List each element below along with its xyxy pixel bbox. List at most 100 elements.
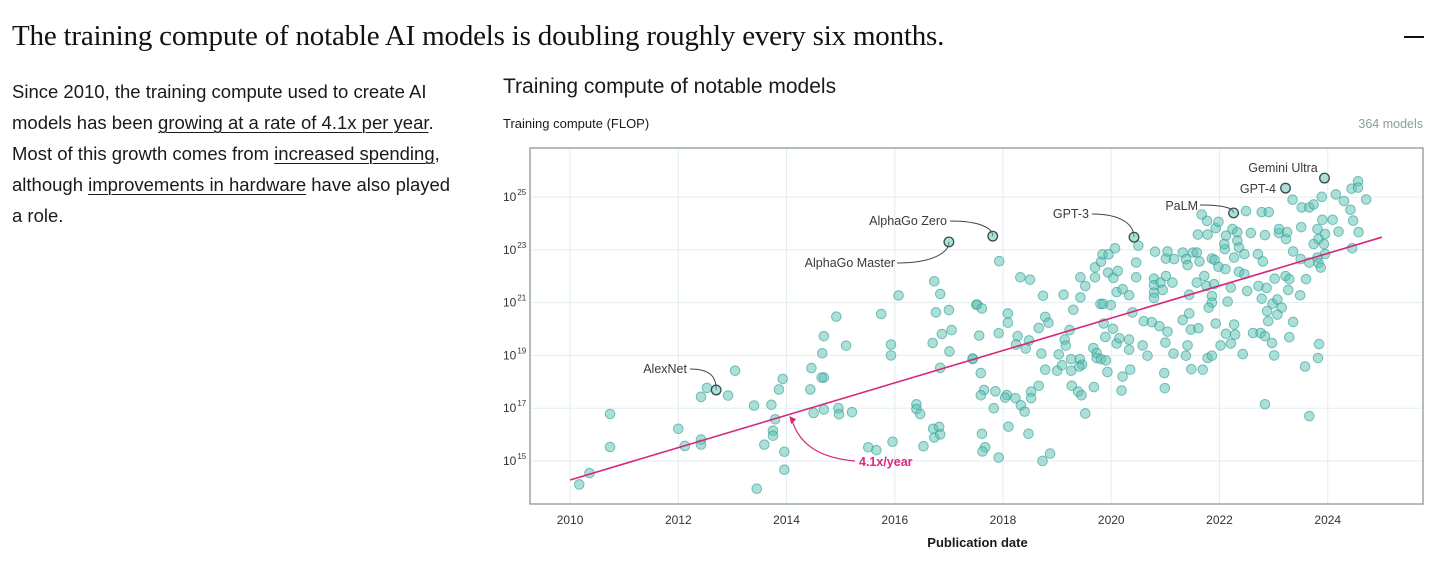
text-segment: , although <box>12 143 440 195</box>
data-point <box>1089 272 1101 283</box>
data-point <box>1076 389 1087 401</box>
data-point <box>751 483 763 494</box>
text-segment: Since 2010, the training compute used to… <box>12 81 427 133</box>
data-point <box>748 400 760 411</box>
data-point <box>1074 361 1085 372</box>
highlighted-point <box>1280 182 1291 194</box>
data-point <box>875 308 887 320</box>
data-point <box>1299 361 1311 372</box>
data-point <box>1203 302 1214 313</box>
data-point <box>1268 350 1280 361</box>
trend-arrow <box>791 420 856 462</box>
data-point <box>1206 350 1218 361</box>
data-point <box>1044 448 1056 459</box>
annotation-label: GPT-3 <box>1053 207 1089 221</box>
annotation-label: GPT-4 <box>1240 182 1276 196</box>
data-point <box>1269 273 1281 284</box>
data-point <box>1312 352 1324 364</box>
minus-icon[interactable] <box>1404 36 1424 38</box>
data-point <box>695 391 707 403</box>
data-point <box>1003 421 1014 432</box>
data-point <box>1191 277 1203 288</box>
data-point <box>1010 392 1021 404</box>
data-point <box>1133 240 1144 251</box>
x-tick-label: 2010 <box>557 513 584 527</box>
data-point <box>806 362 817 374</box>
data-point <box>936 328 948 340</box>
data-point <box>1333 226 1344 237</box>
data-point <box>1154 320 1165 332</box>
data-point <box>988 402 1000 414</box>
data-point <box>1102 366 1113 378</box>
trend-line <box>569 236 1383 481</box>
x-axis-label: Publication date <box>927 535 1027 550</box>
data-point <box>1263 206 1275 218</box>
data-point <box>1213 216 1224 228</box>
data-point <box>1256 293 1268 304</box>
data-point <box>1284 273 1295 285</box>
data-point <box>977 446 988 457</box>
annotation-label: AlexNet <box>643 362 687 376</box>
data-point <box>1123 344 1135 355</box>
data-point <box>1252 248 1264 260</box>
data-point <box>1043 317 1054 329</box>
data-point <box>1345 204 1356 216</box>
data-point <box>1245 227 1257 239</box>
highlighted-point <box>710 384 722 396</box>
data-point <box>1114 332 1125 344</box>
data-point <box>1142 350 1153 361</box>
data-point <box>1219 238 1230 250</box>
data-point <box>1347 215 1359 226</box>
data-point <box>1124 364 1136 375</box>
data-point <box>831 311 842 322</box>
link-increased-spending[interactable]: increased spending <box>274 143 435 164</box>
data-point <box>1075 292 1086 303</box>
data-point <box>1316 191 1328 203</box>
data-point <box>722 390 734 401</box>
data-point <box>1193 322 1204 334</box>
data-point <box>1353 226 1364 238</box>
data-point <box>818 330 830 342</box>
data-point <box>779 446 790 458</box>
data-point <box>1300 273 1312 285</box>
data-point <box>777 373 789 385</box>
data-point <box>1295 221 1307 233</box>
data-point <box>672 423 684 435</box>
data-point <box>1259 229 1271 241</box>
data-point <box>1037 455 1048 467</box>
data-point <box>1036 348 1047 359</box>
x-tick-label: 2016 <box>881 513 908 527</box>
data-point <box>1308 199 1319 210</box>
data-point <box>1182 259 1193 271</box>
data-point <box>1287 246 1299 257</box>
data-point <box>1282 284 1294 296</box>
data-point <box>808 407 819 419</box>
annotation-label: AlphaGo Zero <box>869 214 947 228</box>
arrow-head-icon <box>789 416 797 425</box>
data-point <box>1159 367 1170 379</box>
x-tick-label: 2012 <box>665 513 692 527</box>
data-point <box>604 408 616 420</box>
link-hardware-improvements[interactable]: improvements in hardware <box>88 174 307 195</box>
data-point <box>934 288 946 300</box>
data-point <box>1272 294 1283 305</box>
data-point <box>914 408 926 420</box>
data-point <box>1194 256 1205 267</box>
data-point <box>887 436 898 448</box>
x-tick-label: 2020 <box>1098 513 1125 527</box>
data-point <box>1065 365 1077 377</box>
annotation-label: AlphaGo Master <box>805 256 895 270</box>
data-point <box>846 406 858 418</box>
data-point <box>1294 289 1306 301</box>
data-point <box>701 382 713 394</box>
data-point <box>1225 282 1237 293</box>
data-point <box>1281 226 1293 238</box>
data-point <box>1191 247 1203 258</box>
annotation-leader <box>949 220 994 237</box>
data-point <box>1075 272 1086 283</box>
link-growth-rate[interactable]: growing at a rate of 4.1x per year <box>158 112 429 133</box>
data-point <box>1116 385 1127 396</box>
data-point <box>993 452 1004 463</box>
data-point <box>1229 329 1241 340</box>
annotation-leader <box>896 241 950 264</box>
